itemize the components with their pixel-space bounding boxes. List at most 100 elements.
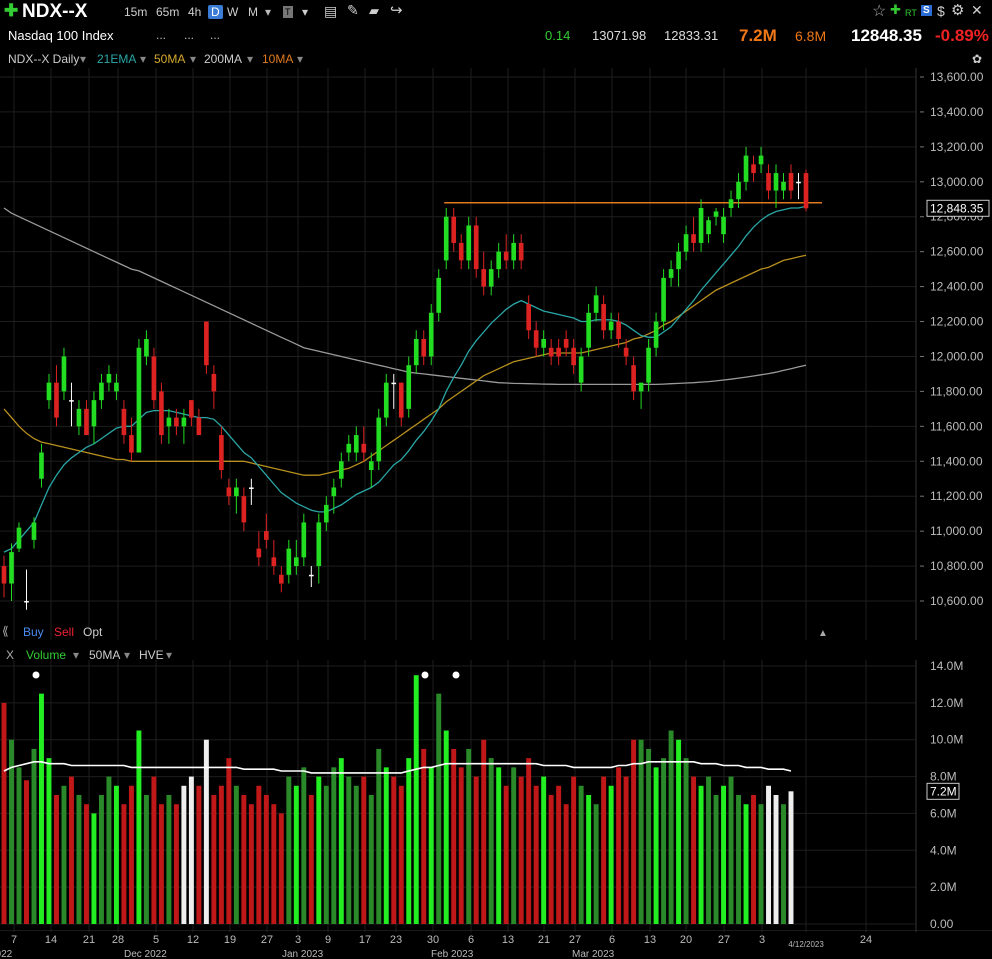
candle-body: [368, 461, 374, 470]
hve-label[interactable]: HVE: [139, 648, 164, 662]
volume-bar: [563, 804, 569, 924]
interval-15m[interactable]: 15m: [124, 5, 148, 19]
compare-icon[interactable]: ▤: [324, 3, 338, 19]
candle-body: [421, 339, 427, 357]
x-tick-label: 3: [759, 934, 765, 946]
notes-icon[interactable]: ▰: [369, 3, 379, 18]
ma10-label[interactable]: 10MA: [262, 52, 294, 66]
buy-button[interactable]: Buy: [23, 625, 44, 639]
volume-bar: [368, 795, 374, 924]
share-icon[interactable]: ↪: [390, 2, 403, 19]
candle-body: [346, 443, 352, 453]
volume-bar: [241, 795, 247, 924]
candle-body: [46, 382, 52, 401]
current-volume-label: 7.2M: [930, 784, 957, 798]
volume-ma-label[interactable]: 50MA: [89, 648, 121, 662]
volume-bar: [496, 767, 502, 924]
ema21-label[interactable]: 21EMA: [97, 52, 137, 66]
sell-button[interactable]: Sell: [54, 625, 75, 639]
volume-bar: [211, 795, 217, 924]
interval-m[interactable]: M: [248, 5, 258, 19]
current-volume-box: [926, 782, 960, 800]
chart-title-dropdown-icon[interactable]: ▾: [80, 52, 87, 66]
candle-body: [758, 155, 764, 165]
volume-close-icon[interactable]: X: [6, 648, 15, 662]
interval-65m[interactable]: 65m: [156, 5, 180, 19]
candle-body: [316, 522, 322, 567]
volume-bar: [421, 748, 427, 924]
ma50-label[interactable]: 50MA: [154, 52, 186, 66]
volume-bar: [31, 748, 37, 924]
candle-body: [84, 408, 89, 436]
x-month-label: Jan 2023: [282, 949, 324, 959]
interval-w[interactable]: W: [227, 5, 239, 19]
volume-bar: [308, 795, 314, 924]
s-badge-icon[interactable]: S: [921, 5, 932, 16]
volume-ma-dropdown-icon[interactable]: ▾: [124, 648, 131, 662]
interval-dropdown-icon[interactable]: ▾: [265, 5, 272, 19]
palette-icon[interactable]: ✿: [972, 52, 983, 66]
candle-body: [473, 225, 479, 270]
price-tick-label: 12,600.00: [930, 245, 984, 259]
hve-dropdown-icon[interactable]: ▾: [166, 648, 173, 662]
text-tool-icon[interactable]: T: [283, 6, 293, 18]
ma50-dropdown-icon[interactable]: ▾: [190, 52, 197, 66]
candle-body: [256, 548, 262, 558]
candle-body: [91, 400, 97, 427]
options-button[interactable]: Opt: [83, 625, 103, 639]
volume-bar: [391, 776, 397, 924]
candle-body: [533, 330, 539, 348]
ema21-dropdown-icon[interactable]: ▾: [140, 52, 147, 66]
chart-title[interactable]: NDX--X Daily: [8, 52, 80, 66]
candle-body: [219, 435, 224, 470]
volume-bar: [676, 739, 682, 924]
interval-d[interactable]: D: [208, 5, 223, 19]
collapse-panel-icon[interactable]: ▲: [818, 628, 828, 639]
volume-bar: [653, 767, 659, 924]
candle-body: [166, 417, 172, 427]
x-tick-label: 19: [224, 934, 236, 946]
x-tick-label: 20: [680, 934, 692, 946]
volume-dropdown-icon[interactable]: ▾: [73, 648, 80, 662]
volume-bar: [466, 748, 472, 924]
volume-bar: [593, 804, 599, 924]
volume-bar: [1, 702, 7, 924]
candle-body: [293, 557, 299, 567]
watchlist-add-icon[interactable]: ✚: [890, 2, 901, 17]
x-tick-label: 12: [187, 934, 199, 946]
ma200-dropdown-icon[interactable]: ▾: [247, 52, 254, 66]
volume-bar: [338, 758, 344, 924]
volume-bar: [443, 730, 449, 924]
interval-4h[interactable]: 4h: [188, 5, 202, 19]
text-dropdown-icon[interactable]: ▾: [302, 5, 309, 19]
trade-bar: ⟪ Buy Sell Opt: [0, 624, 120, 640]
x-tick-label: 21: [538, 934, 550, 946]
candle-body: [406, 365, 412, 409]
candle-body: [54, 382, 59, 418]
candle-body: [398, 382, 404, 418]
close-icon[interactable]: ✕: [971, 2, 983, 18]
candle-body: [234, 487, 239, 497]
x-tick-label: 17: [359, 934, 371, 946]
volume-chart[interactable]: 14.0M 12.0M 10.0M 8.0M 6.0M 4.0M 2.0M 0.00 7.2M: [0, 660, 992, 932]
candle-body: [391, 382, 397, 385]
ma10-dropdown-icon[interactable]: ▾: [297, 52, 304, 66]
settings-gear-icon[interactable]: ⚙: [951, 2, 965, 19]
draw-pencil-icon[interactable]: ✎: [347, 2, 359, 18]
candle-body: [496, 251, 502, 270]
hve-marker: [452, 671, 460, 679]
add-symbol-icon[interactable]: ✚: [4, 1, 19, 20]
volume-bar: [473, 776, 479, 924]
price-chart[interactable]: 13,600.00 13,400.00 13,200.00 13,000.00 12,8…: [0, 68, 992, 640]
favorite-star-icon[interactable]: ☆: [872, 3, 887, 20]
indicator-legend: NDX--X Daily ▾ 21EMA ▾ 50MA ▾ 200MA ▾ 10…: [0, 52, 992, 68]
trade-dollar-icon[interactable]: $: [937, 3, 945, 19]
candle-body: [503, 251, 509, 261]
candle-body: [211, 373, 217, 392]
candle-body: [39, 452, 44, 479]
ma200-label[interactable]: 200MA: [204, 52, 243, 66]
symbol-label[interactable]: NDX--X: [22, 1, 88, 22]
trade-menu-icon[interactable]: ⟪: [2, 624, 9, 638]
candle-body: [9, 552, 14, 584]
volume-label[interactable]: Volume: [26, 648, 67, 662]
